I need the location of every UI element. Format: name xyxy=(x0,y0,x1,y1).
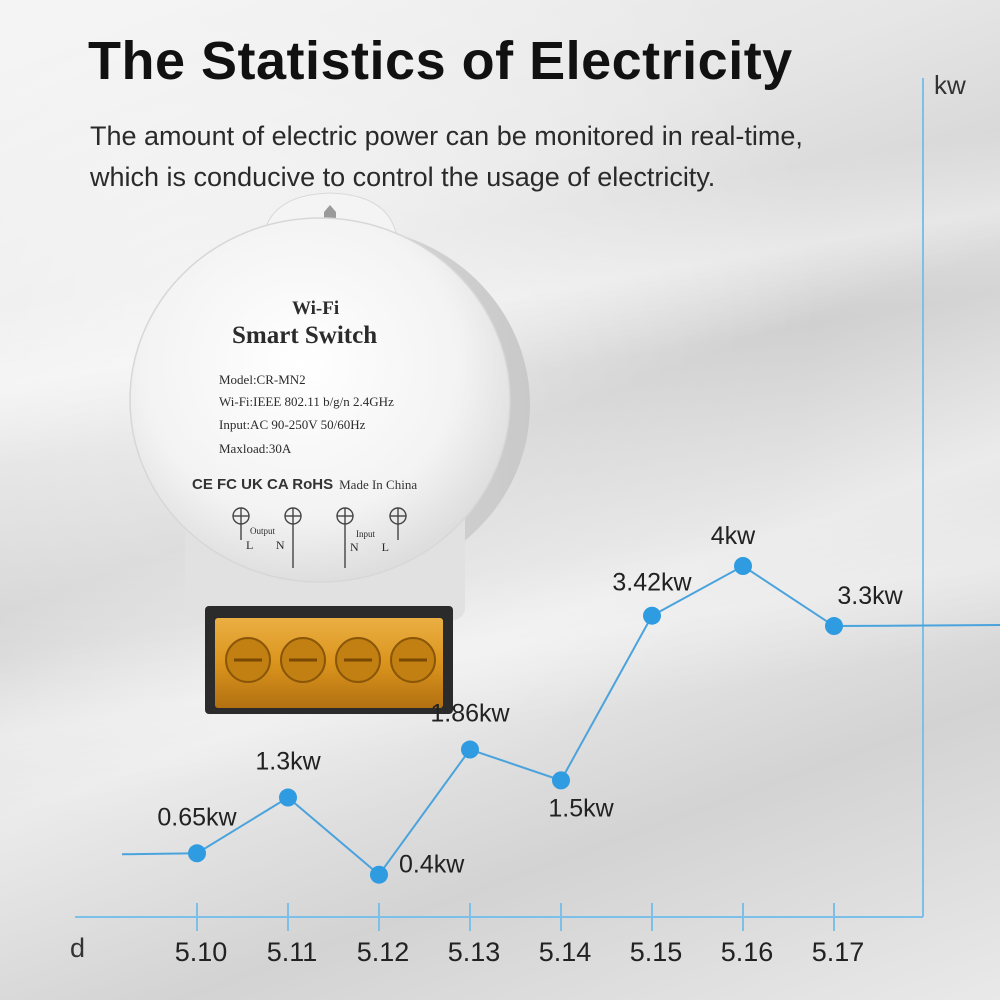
series-tail-line xyxy=(833,624,1000,628)
x-tick-label: 5.16 xyxy=(721,937,774,967)
data-label: 0.65kw xyxy=(157,803,237,831)
subtitle-line-1: The amount of electric power can be moni… xyxy=(90,121,803,151)
data-point xyxy=(734,557,752,575)
data-label: 3.3kw xyxy=(837,582,903,610)
y-axis-unit-label: kw xyxy=(934,70,966,100)
data-point xyxy=(552,771,570,790)
data-label: 3.42kw xyxy=(612,569,692,597)
subtitle-line-2: which is conducive to control the usage … xyxy=(90,162,716,192)
x-tick-label: 5.13 xyxy=(448,937,501,967)
x-axis-ticks: 5.10 5.11 5.12 5.13 5.14 5.15 5.16 5.17 xyxy=(175,903,865,967)
x-axis-unit-label: d xyxy=(70,933,86,963)
x-tick-label: 5.14 xyxy=(539,937,592,967)
series-line xyxy=(196,564,835,877)
x-tick-label: 5.15 xyxy=(630,937,683,967)
x-tick-label: 5.10 xyxy=(175,937,228,967)
data-point xyxy=(643,606,661,625)
data-labels: 0.65kw 1.3kw 0.4kw 1.86kw 1.5kw 3.42kw 4kw 3.3k… xyxy=(157,522,903,879)
data-label: 4kw xyxy=(711,522,756,550)
data-label: 1.86kw xyxy=(430,700,510,728)
data-label: 1.5kw xyxy=(548,794,614,822)
page-subtitle: The amount of electric power can be moni… xyxy=(90,116,910,198)
x-tick-label: 5.12 xyxy=(357,937,410,967)
x-tick-label: 5.17 xyxy=(812,937,865,967)
data-label: 0.4kw xyxy=(399,851,465,879)
data-point xyxy=(370,865,388,884)
series-lead-line xyxy=(121,852,198,856)
data-label: 1.3kw xyxy=(255,748,321,776)
x-tick-label: 5.11 xyxy=(267,937,318,967)
data-points xyxy=(188,557,843,884)
data-point xyxy=(461,740,479,759)
data-point xyxy=(188,844,206,863)
data-point xyxy=(279,788,297,807)
page-title: The Statistics of Electricity xyxy=(88,31,793,91)
data-point xyxy=(825,617,843,636)
